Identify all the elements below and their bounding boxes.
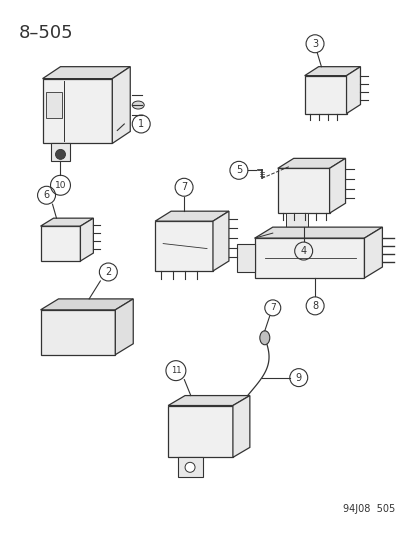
Polygon shape — [254, 238, 363, 278]
Text: 4: 4 — [300, 246, 306, 256]
Polygon shape — [155, 211, 228, 221]
Ellipse shape — [132, 101, 144, 109]
Text: 7: 7 — [180, 182, 187, 192]
Ellipse shape — [259, 331, 269, 345]
Text: 1: 1 — [138, 119, 144, 129]
Polygon shape — [43, 67, 130, 79]
Text: 9: 9 — [295, 373, 301, 383]
Polygon shape — [277, 158, 345, 168]
Text: 10: 10 — [55, 181, 66, 190]
Polygon shape — [178, 457, 202, 477]
Polygon shape — [329, 158, 345, 213]
Polygon shape — [346, 67, 360, 114]
Text: 5: 5 — [235, 165, 242, 175]
Polygon shape — [43, 79, 112, 143]
Polygon shape — [363, 227, 382, 278]
Polygon shape — [304, 76, 346, 114]
Polygon shape — [80, 218, 93, 261]
Polygon shape — [40, 226, 80, 261]
Polygon shape — [233, 395, 249, 457]
Text: 94J08  505: 94J08 505 — [342, 504, 394, 514]
Bar — [45, 92, 62, 117]
Text: 6: 6 — [43, 190, 50, 200]
Polygon shape — [115, 299, 133, 354]
Polygon shape — [155, 221, 212, 271]
Polygon shape — [254, 227, 382, 238]
Text: 2: 2 — [105, 267, 111, 277]
Text: 11: 11 — [170, 366, 181, 375]
Polygon shape — [112, 67, 130, 143]
Text: 7: 7 — [269, 303, 275, 312]
Text: 8: 8 — [311, 301, 318, 311]
Polygon shape — [285, 213, 307, 227]
Polygon shape — [212, 211, 228, 271]
Circle shape — [185, 462, 195, 472]
Polygon shape — [236, 244, 254, 272]
Circle shape — [55, 149, 65, 159]
Polygon shape — [40, 299, 133, 310]
Text: 3: 3 — [311, 39, 317, 49]
Polygon shape — [168, 406, 233, 457]
Polygon shape — [168, 395, 249, 406]
Polygon shape — [40, 310, 115, 354]
Text: 8–505: 8–505 — [19, 24, 73, 42]
Polygon shape — [277, 168, 329, 213]
Polygon shape — [304, 67, 360, 76]
Polygon shape — [50, 143, 70, 161]
Polygon shape — [40, 218, 93, 226]
